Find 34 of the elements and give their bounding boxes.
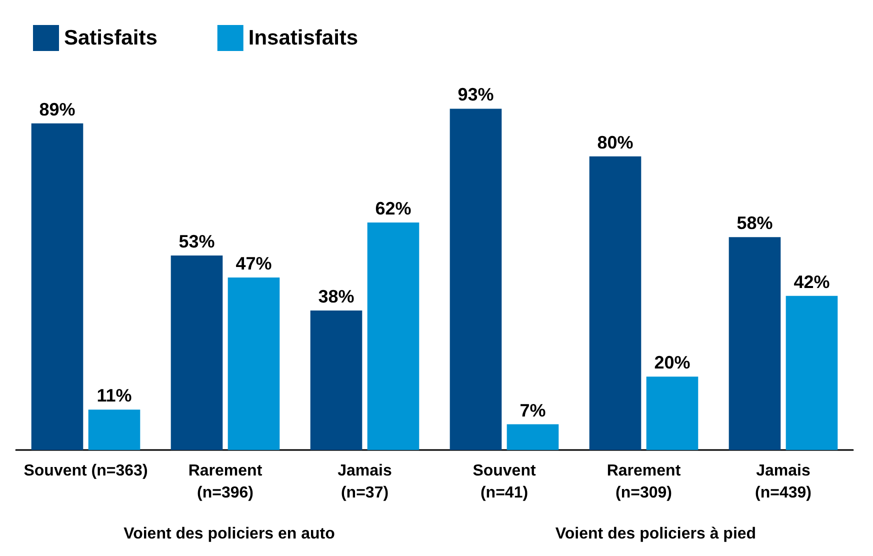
bar xyxy=(506,424,559,450)
bar xyxy=(646,376,698,450)
bar xyxy=(88,410,140,450)
bar xyxy=(450,108,502,450)
data-label: 93% xyxy=(458,84,494,105)
data-label: 42% xyxy=(794,272,830,292)
data-label: 20% xyxy=(654,352,690,373)
x-tick-label: Souvent (n=41) xyxy=(472,462,536,502)
legend-label: Satisfaits xyxy=(64,26,158,50)
legend-label: Insatisfaits xyxy=(248,26,358,50)
data-label: 38% xyxy=(318,286,354,307)
bar xyxy=(310,310,362,450)
x-tick-label: Jamais (n=439) xyxy=(755,462,812,502)
text: Voient des policiers en auto xyxy=(124,526,336,542)
bar xyxy=(367,222,420,450)
data-label: 58% xyxy=(736,213,773,234)
bar xyxy=(170,255,223,450)
bar xyxy=(589,156,642,450)
text: Voient des policiers à pied xyxy=(555,526,756,542)
x-tick-label: Rarement (n=396) xyxy=(188,462,263,502)
data-label: 89% xyxy=(39,99,76,120)
bar xyxy=(728,237,781,450)
data-label: 53% xyxy=(178,231,215,252)
data-label: 62% xyxy=(375,198,412,218)
data-label: 11% xyxy=(96,386,132,406)
data-label: 47% xyxy=(236,254,272,274)
x-tick-label: Rarement (n=309) xyxy=(606,462,682,502)
x-tick-label: Souvent (n=363) xyxy=(24,462,148,480)
data-label: 80% xyxy=(597,132,634,152)
bar xyxy=(31,123,84,450)
bar xyxy=(786,296,838,450)
x-tick-label: Jamais (n=37) xyxy=(338,462,392,502)
data-label: 7% xyxy=(520,400,546,420)
bar xyxy=(228,278,280,450)
